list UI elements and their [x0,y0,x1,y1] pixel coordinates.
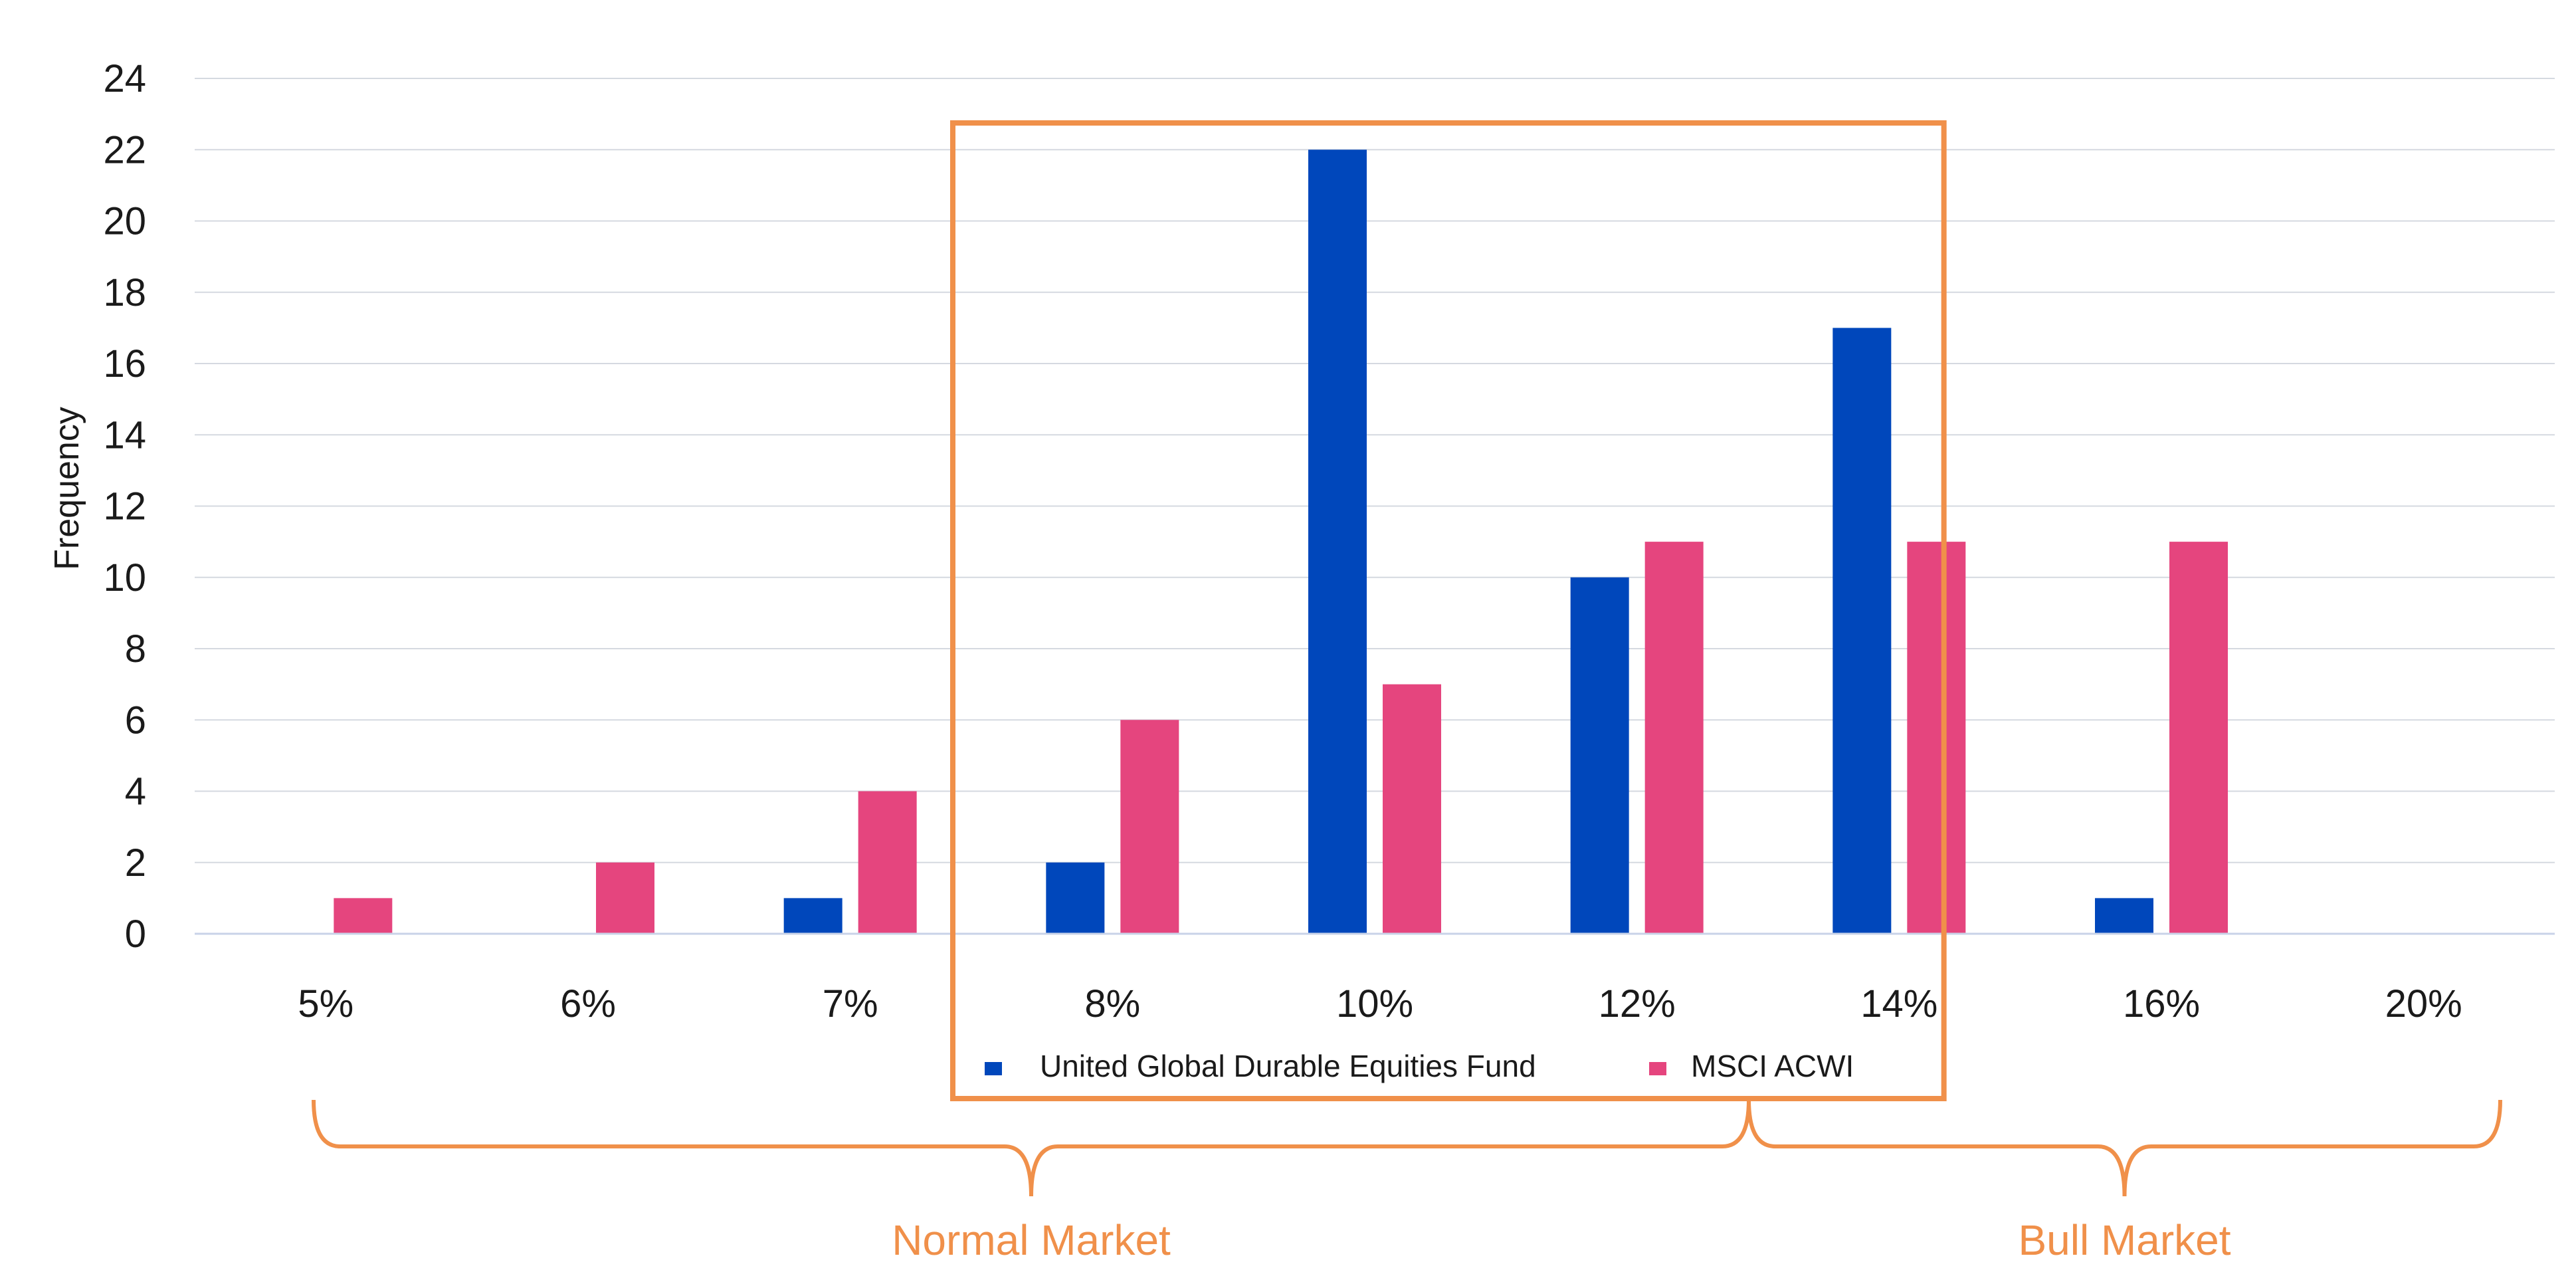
legend-swatch [1649,1062,1666,1075]
x-tick-label: 5% [298,982,353,1025]
y-tick-label: 4 [125,770,146,813]
bars [334,150,2228,934]
legend-swatch [985,1062,1002,1075]
bar-series-1 [783,898,842,934]
bar-series-2 [334,898,393,934]
x-tick-label: 20% [2385,982,2462,1025]
y-axis-label: Frequency [48,407,86,570]
y-tick-label: 6 [125,698,146,742]
x-axis-ticks: 5% 6% 7% 8% 10% 12% 14% 16% 20% [298,982,2462,1025]
region-brace [1747,1099,2502,1197]
x-tick-label: 16% [2123,982,2200,1025]
bar-series-1 [2095,898,2153,934]
bar-series-2 [1120,720,1179,934]
x-tick-label: 12% [1599,982,1676,1025]
region-brace [312,1099,1751,1197]
x-tick-label: 8% [1084,982,1140,1025]
y-tick-label: 14 [103,413,146,457]
y-tick-label: 16 [103,342,146,385]
bar-series-2 [1383,684,1441,934]
market-regions: Normal Market Bull Market [312,1099,2502,1264]
bar-series-2 [596,862,654,934]
x-tick-label: 10% [1336,982,1413,1025]
y-tick-label: 22 [103,128,146,171]
y-tick-label: 10 [103,556,146,599]
x-tick-label: 7% [823,982,878,1025]
bar-series-1 [1833,328,1892,934]
legend-label: MSCI ACWI [1691,1049,1854,1083]
y-tick-label: 0 [125,912,146,956]
x-tick-label: 6% [560,982,616,1025]
x-tick-label: 14% [1860,982,1937,1025]
highlight-box [950,120,1947,1101]
gridlines [195,78,2555,863]
legend-label: United Global Durable Equities Fund [1040,1049,1536,1083]
bar-series-2 [1907,542,1966,934]
bar-series-1 [1046,862,1105,934]
bar-series-2 [2169,542,2228,934]
y-tick-label: 20 [103,200,146,243]
bar-series-2 [858,791,917,934]
bar-series-2 [1644,542,1704,934]
bar-series-1 [1308,150,1367,934]
y-tick-label: 12 [103,485,146,528]
region-label: Normal Market [892,1216,1171,1264]
legend: United Global Durable Equities Fund MSCI … [985,1049,1854,1083]
y-tick-label: 18 [103,271,146,314]
y-tick-label: 8 [125,627,146,671]
y-tick-label: 2 [125,841,146,885]
region-label: Bull Market [2018,1216,2230,1264]
bar-series-1 [1570,577,1629,934]
y-tick-label: 24 [103,57,146,100]
